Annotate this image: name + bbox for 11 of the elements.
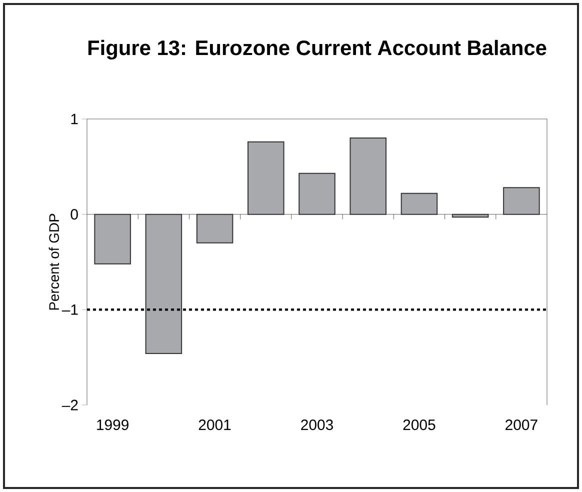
- x-tick-label: 2003: [301, 420, 333, 430]
- x-tick-label: 2005: [403, 420, 436, 430]
- y-tick-label: –2: [62, 400, 78, 410]
- y-axis-title: Percent of GDP: [48, 214, 60, 310]
- y-tick-label: –1: [62, 304, 78, 315]
- x-tick-label: 2001: [198, 420, 231, 430]
- y-tick-label: 1: [71, 114, 78, 124]
- y-tick-label: 0: [70, 209, 78, 220]
- chart-title: Figure 13: Eurozone Current Account Balance: [88, 40, 546, 60]
- x-tick-label: 2007: [506, 420, 538, 430]
- x-tick-label: 1999: [97, 420, 128, 430]
